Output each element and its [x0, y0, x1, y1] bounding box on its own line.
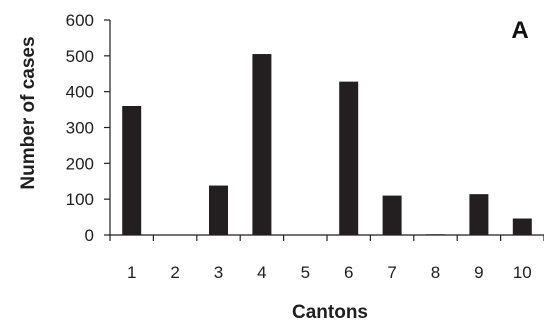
bar [469, 194, 489, 235]
x-tick-label: 8 [431, 263, 440, 282]
bar [209, 185, 228, 235]
x-tick-label: 6 [344, 263, 353, 282]
x-tick-label: 4 [257, 263, 266, 282]
bar [426, 234, 445, 236]
x-tick-label: 1 [127, 263, 136, 282]
y-tick-label: 500 [66, 47, 94, 66]
y-tick-label: 400 [66, 83, 94, 102]
x-tick-label: 10 [513, 263, 532, 282]
bar [512, 218, 532, 235]
x-tick-label: 9 [474, 263, 483, 282]
y-axis-title: Number of cases [18, 36, 39, 189]
y-tick-label: 0 [85, 226, 94, 245]
y-tick-label: 200 [66, 154, 94, 173]
x-axis-title: Cantons [292, 302, 368, 323]
bar [122, 106, 142, 235]
x-tick-label: 2 [170, 263, 179, 282]
bar [382, 195, 402, 235]
y-tick-label: 600 [66, 11, 94, 30]
y-tick-label: 300 [66, 119, 94, 138]
x-tick-label: 5 [301, 263, 310, 282]
x-tick-label: 7 [387, 263, 396, 282]
bar [252, 54, 272, 235]
bar [339, 81, 359, 235]
y-tick-label: 100 [66, 190, 94, 209]
x-tick-label: 3 [214, 263, 223, 282]
panel-label: A [511, 17, 528, 44]
